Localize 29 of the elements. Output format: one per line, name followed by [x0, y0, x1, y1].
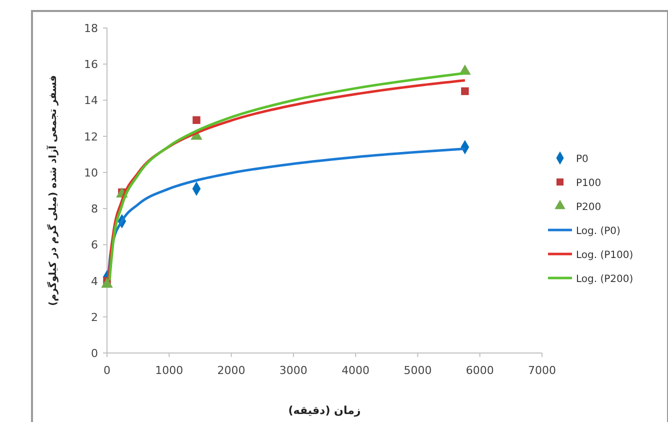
legend-label: P100 — [576, 178, 602, 189]
y-axis-title: فسفر تجمعی آزاد شده (میلی گرم در کیلوگرم) — [46, 75, 59, 306]
x-tick-label: 6000 — [466, 364, 494, 377]
y-tick-label: 6 — [91, 238, 98, 252]
x-tick-label: 3000 — [279, 364, 308, 377]
x-tick-label: 5000 — [404, 364, 432, 377]
x-tick-label: 4000 — [342, 364, 370, 377]
x-axis-title: زمان (دقیقه) — [288, 404, 361, 417]
x-tick-label: 1000 — [155, 364, 184, 377]
legend-label: Log. (P0) — [576, 226, 621, 237]
legend-label: Log. (P100) — [576, 250, 634, 261]
x-tick-label: 0 — [104, 364, 110, 377]
point — [461, 87, 469, 96]
y-tick-label: 12 — [84, 130, 98, 144]
y-tick-label: 2 — [91, 310, 98, 324]
y-tick-label: 4 — [91, 274, 98, 288]
y-tick-label: 18 — [84, 22, 98, 35]
y-tick-label: 8 — [91, 202, 98, 216]
point — [101, 278, 113, 288]
y-tick-label: 10 — [84, 166, 98, 180]
legend-label: Log. (P200) — [576, 274, 634, 285]
y-tick-label: 16 — [84, 58, 98, 72]
x-tick-label: 7000 — [528, 364, 556, 377]
y-tick-label: 14 — [84, 94, 98, 108]
legend-label: P200 — [576, 202, 602, 213]
x-tick-label: 2000 — [217, 364, 246, 377]
y-tick-label: 0 — [91, 347, 98, 360]
point — [192, 116, 200, 124]
legend-label: P0 — [576, 154, 588, 165]
